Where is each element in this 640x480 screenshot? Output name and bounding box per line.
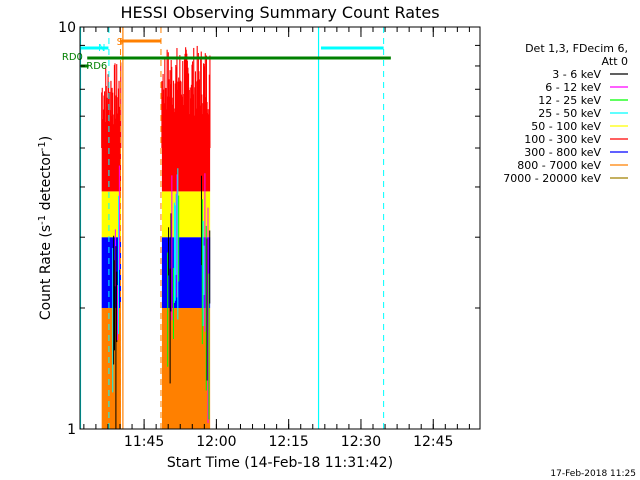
footer-timestamp: 17-Feb-2018 11:25: [550, 469, 636, 479]
band-100-300kev: [101, 141, 121, 192]
band-100-300kev: [161, 141, 211, 192]
band-800-7000kev: [161, 307, 211, 429]
mixed-channel-ticks-6: [200, 173, 206, 345]
y-tick-label: 10: [58, 20, 76, 36]
data-layer: [101, 45, 211, 429]
legend-entry-label: 25 - 50 keV: [538, 107, 601, 120]
mixed-channel-ticks-3: [167, 227, 170, 367]
peak-trace-2: [161, 45, 211, 149]
mixed-channel-ticks-5: [172, 168, 180, 339]
legend-header-line: Det 1,3, FDecim 6,: [525, 42, 628, 55]
x-tick-label: 12:15: [268, 434, 308, 450]
mixed-channel-ticks-2: [115, 165, 120, 429]
rd0-label: RD0: [62, 52, 83, 63]
saa-label: S: [117, 37, 123, 48]
legend-entry-label: 50 - 100 keV: [531, 120, 601, 133]
x-axis-label: Start Time (14-Feb-18 11:31:42): [167, 455, 393, 471]
legend-entry-label: 6 - 12 keV: [545, 81, 601, 94]
x-tick-label: 12:30: [341, 434, 381, 450]
legend-entry-label: 300 - 800 keV: [524, 146, 601, 159]
peak-trace-1: [101, 62, 122, 149]
legend-entry-label: 7000 - 20000 keV: [503, 172, 601, 185]
x-tick-label: 12:00: [196, 434, 236, 450]
y-tick-label: 1: [67, 422, 76, 438]
legend-header-line: Att 0: [602, 55, 628, 68]
legend-entry-label: 100 - 300 keV: [524, 133, 601, 146]
x-tick-label: 12:45: [413, 434, 453, 450]
rd6-label: RD6: [86, 61, 107, 72]
mixed-channel-ticks-7: [205, 207, 211, 424]
y-axis-label: Count Rate (s-1 detector-1): [37, 136, 54, 320]
legend-entry-label: 12 - 25 keV: [538, 94, 601, 107]
legend-entry-label: 3 - 6 keV: [552, 68, 601, 81]
x-tick-label: 11:45: [124, 434, 164, 450]
chart-title: HESSI Observing Summary Count Rates: [120, 3, 439, 22]
legend-entry-label: 800 - 7000 keV: [517, 159, 601, 172]
plot-frame: [79, 26, 481, 430]
night-label: N: [98, 43, 105, 54]
mixed-channel-ticks-1: [112, 229, 116, 393]
axis-layer: 11:45 12:00 12:15 12:30 12:45 1 10: [58, 20, 480, 450]
band-50-100kev: [101, 191, 121, 238]
mixed-channel-ticks-4: [169, 175, 173, 384]
